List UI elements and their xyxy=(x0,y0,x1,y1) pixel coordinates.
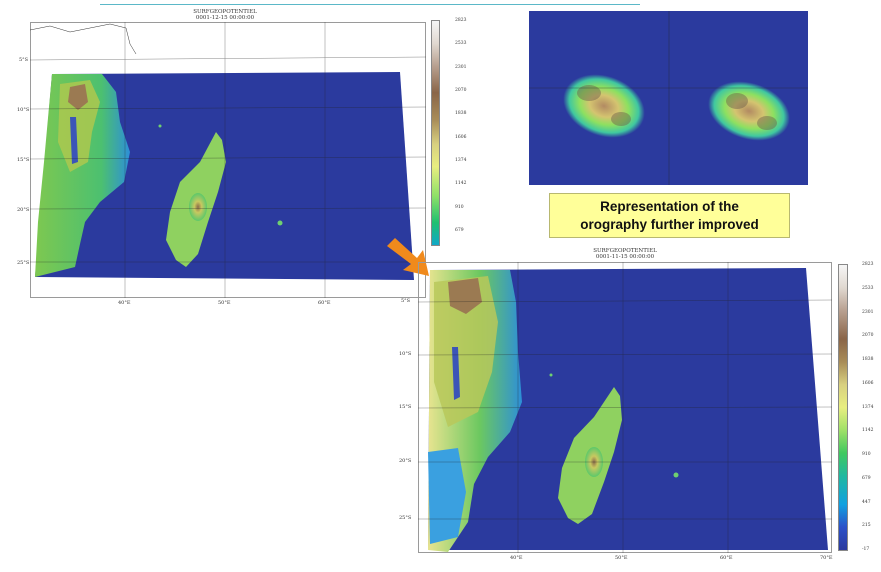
right-lat-label-5: 25°S xyxy=(399,515,412,521)
right-africa-highlands xyxy=(434,276,498,427)
inset-island-right xyxy=(708,81,790,141)
right-ticks-tick: 910 xyxy=(862,452,871,457)
caption-box: Representation of the orography further … xyxy=(549,193,790,238)
right-lon-label-2: 50°E xyxy=(615,555,628,561)
right-lat-label-1: 5°S xyxy=(401,298,411,304)
left-lat-label-4: 20°S xyxy=(17,207,30,213)
left-map xyxy=(29,22,427,298)
left-lon-label-2: 50°E xyxy=(218,300,231,306)
right-ticks-tick: 1838 xyxy=(862,357,874,362)
right-grid xyxy=(417,262,833,553)
top-accent-line xyxy=(100,4,640,5)
right-island-reunion xyxy=(673,472,679,478)
right-ticks-tick: 1606 xyxy=(862,380,874,386)
right-ticks-tick: 215 xyxy=(862,523,871,529)
caption-line1: Representation of the xyxy=(600,199,739,214)
caption-line2: orography further improved xyxy=(580,217,759,232)
left-lon-label-3: 60°E xyxy=(318,300,331,306)
left-madagascar-highlands xyxy=(189,193,207,221)
right-ticks-tick: 2533 xyxy=(862,285,874,291)
left-ticks-tick: 1838 xyxy=(455,111,467,117)
right-lat-label-3: 15°S xyxy=(399,404,412,410)
right-map-title-line2: 0001-11-15 00:00:00 xyxy=(595,254,655,260)
left-lat-label-1: 5°S xyxy=(19,57,29,63)
left-map-title-line1: SURFGEOPOTENTIEL xyxy=(193,9,257,15)
right-lon-label-3: 60°E xyxy=(720,555,733,561)
right-ticks-tick: -17 xyxy=(862,547,870,552)
left-ticks-tick: 1606 xyxy=(455,134,467,140)
left-ticks-tick: 2301 xyxy=(455,64,467,70)
left-ticks-tick: 2533 xyxy=(455,41,467,47)
left-ticks-tick: 2070 xyxy=(455,88,467,93)
left-ticks-tick: 2823 xyxy=(455,18,467,23)
left-lat-label-2: 10°S xyxy=(17,107,30,113)
right-ticks-tick: 2823 xyxy=(862,262,874,267)
left-map-title: SURFGEOPOTENTIEL 0001-12-15 00:00:00 xyxy=(180,9,270,21)
left-lat-label-5: 25°S xyxy=(17,260,30,266)
left-africa-peaks xyxy=(68,84,88,110)
right-map-frame xyxy=(418,262,832,553)
zoom-inset xyxy=(529,11,808,185)
right-island-comoros xyxy=(549,373,553,377)
left-africa-highlands xyxy=(58,80,100,172)
inset-island-left xyxy=(563,74,645,138)
left-outline-north xyxy=(29,23,137,55)
right-ticks-tick: 1142 xyxy=(862,428,874,434)
left-ticks-tick: 1142 xyxy=(455,181,467,187)
right-africa-peaks xyxy=(448,278,482,314)
left-map-frame xyxy=(30,22,426,298)
left-ticks-tick: 679 xyxy=(455,228,464,233)
right-ticks-tick: 2301 xyxy=(862,309,874,315)
left-map-title-line2: 0001-12-15 00:00:00 xyxy=(195,15,255,21)
left-lon-label-1: 40°E xyxy=(118,300,131,306)
right-map xyxy=(417,262,833,553)
right-lon-label-4: 70°E xyxy=(820,555,833,561)
left-ocean-domain xyxy=(35,72,414,280)
right-ticks-tick: 1374 xyxy=(862,404,874,410)
right-africa-south xyxy=(428,448,466,544)
right-lat-label-4: 20°S xyxy=(399,458,412,464)
right-ticks-tick: 447 xyxy=(862,499,871,505)
right-map-title-line1: SURFGEOPOTENTIEL xyxy=(593,248,657,254)
right-colorbar xyxy=(838,264,848,551)
left-ticks-tick: 1374 xyxy=(455,158,467,163)
left-lat-label-3: 15°S xyxy=(17,157,30,163)
left-island-reunion xyxy=(277,220,283,226)
right-lon-label-1: 40°E xyxy=(510,555,523,561)
left-island-comoros xyxy=(158,124,162,128)
left-ticks-tick: 910 xyxy=(455,204,464,210)
right-ticks-tick: 2070 xyxy=(862,333,874,339)
right-lat-label-2: 10°S xyxy=(399,351,412,357)
left-colorbar xyxy=(431,20,440,246)
right-map-title: SURFGEOPOTENTIEL 0001-11-15 00:00:00 xyxy=(580,248,670,260)
right-lake xyxy=(452,347,460,400)
right-ticks-tick: 679 xyxy=(862,475,871,481)
left-grid xyxy=(29,22,427,298)
left-lake xyxy=(70,117,78,164)
